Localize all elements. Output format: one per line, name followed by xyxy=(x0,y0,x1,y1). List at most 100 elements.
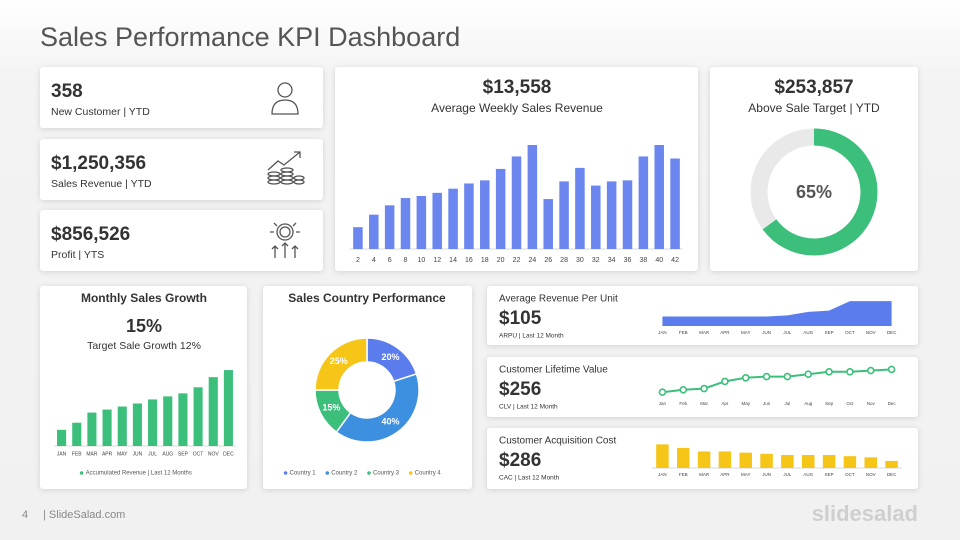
line-marker xyxy=(846,367,854,376)
x-tick-label: 32 xyxy=(592,257,600,264)
chart-subtitle: CLV | Last 12 Month xyxy=(499,404,558,411)
x-tick-label: Feb xyxy=(679,401,687,406)
x-tick-label: SEP xyxy=(825,330,834,335)
line-marker xyxy=(679,385,688,394)
bar xyxy=(781,455,794,468)
x-tick-label: 40 xyxy=(655,257,663,264)
x-tick-label: 24 xyxy=(528,257,536,264)
x-tick-label: 36 xyxy=(624,257,632,264)
kpi-value: 358 xyxy=(51,81,83,102)
bar xyxy=(117,406,127,446)
x-tick-label: AUG xyxy=(162,451,173,457)
x-tick-label: 20 xyxy=(497,257,505,264)
x-tick-label: JUN xyxy=(762,330,771,335)
bar xyxy=(843,456,857,468)
card xyxy=(40,67,323,128)
x-tick-label: Oct xyxy=(846,401,854,406)
bar xyxy=(132,403,142,446)
bar xyxy=(208,377,218,446)
line-marker xyxy=(700,384,708,393)
line-marker xyxy=(721,377,729,386)
slice-label: 25% xyxy=(330,356,348,366)
bar xyxy=(527,145,538,249)
x-tick-label: JUL xyxy=(783,472,791,477)
chart-title: Average Revenue Per Unit xyxy=(499,294,618,305)
x-tick-label: May xyxy=(741,401,750,406)
legend-label: Country 2 xyxy=(331,471,358,477)
x-tick-label: 28 xyxy=(560,257,568,264)
chart-headline: $256 xyxy=(499,379,541,400)
bar xyxy=(163,396,173,446)
x-tick-label: APR xyxy=(102,451,113,457)
kpi-label: Profit | YTS xyxy=(51,249,104,261)
line-marker xyxy=(804,370,813,379)
bar xyxy=(697,451,711,468)
card xyxy=(40,139,323,200)
bar xyxy=(670,158,680,249)
x-tick-label: 10 xyxy=(417,257,425,264)
x-tick-label: FEB xyxy=(72,451,82,457)
bar xyxy=(822,455,836,468)
bar xyxy=(102,409,112,446)
bar xyxy=(760,453,773,468)
person-icon xyxy=(271,82,299,115)
x-tick-label: JAN xyxy=(57,451,67,457)
gauge-arc xyxy=(762,128,878,256)
x-tick-label: DEC xyxy=(887,472,897,477)
bar xyxy=(622,180,633,249)
x-tick-label: JAN xyxy=(658,330,667,335)
chart-title: Monthly Sales Growth xyxy=(81,291,207,305)
gauge-label: 65% xyxy=(796,182,832,202)
x-tick-label: 14 xyxy=(449,257,457,264)
bar xyxy=(739,452,752,468)
x-tick-label: OCT xyxy=(193,451,204,457)
card xyxy=(263,286,472,489)
chart-title: Customer Lifetime Value xyxy=(499,365,608,376)
x-tick-label: MAR xyxy=(699,472,710,477)
chart-title: $13,558 xyxy=(483,77,552,98)
x-tick-label: MAY xyxy=(741,330,750,335)
x-tick-label: 26 xyxy=(544,257,552,264)
brand: slidesalad xyxy=(812,501,918,526)
line-marker xyxy=(783,372,792,381)
profit-icon xyxy=(270,222,300,258)
x-tick-label: Mar xyxy=(700,401,708,406)
x-tick-label: Jun xyxy=(763,401,771,406)
x-tick-label: Nov xyxy=(867,401,876,406)
bar xyxy=(575,167,585,249)
line-marker xyxy=(887,365,896,374)
x-tick-label: Dec xyxy=(888,401,897,406)
line-marker xyxy=(762,372,771,381)
bar xyxy=(416,195,427,249)
x-tick-label: Jul xyxy=(785,401,791,406)
bar xyxy=(464,183,474,249)
bar xyxy=(495,168,506,249)
x-tick-label: 12 xyxy=(433,257,441,264)
chart-subtitle: Target Sale Growth 12% xyxy=(87,340,201,352)
x-tick-label: AUG xyxy=(803,330,813,335)
x-tick-label: NOV xyxy=(866,330,876,335)
x-tick-label: 16 xyxy=(465,257,473,264)
bar xyxy=(193,387,203,446)
x-tick-label: 34 xyxy=(608,257,616,264)
x-tick-label: Jan xyxy=(659,401,667,406)
x-tick-label: SEP xyxy=(825,472,834,477)
x-tick-label: 42 xyxy=(671,257,679,264)
donut-slice xyxy=(335,372,420,443)
legend-label: Accumulated Revenue | Last 12 Months xyxy=(86,471,192,477)
x-tick-label: MAR xyxy=(699,330,710,335)
chart-subtitle: CAC | Last 12 Month xyxy=(499,475,560,482)
footer-source: | SlideSalad.com xyxy=(43,509,125,521)
line-marker xyxy=(825,367,833,376)
legend-swatch xyxy=(79,471,84,475)
line-marker xyxy=(658,388,667,397)
bar xyxy=(638,156,649,249)
x-tick-label: OCT xyxy=(845,330,855,335)
legend-label: Country 4 xyxy=(415,471,442,477)
bar xyxy=(677,447,690,468)
legend-label: Country 1 xyxy=(290,471,317,477)
donut-slice xyxy=(314,337,368,391)
kpi-value: $1,250,356 xyxy=(51,153,146,174)
x-tick-label: NOV xyxy=(208,451,220,457)
